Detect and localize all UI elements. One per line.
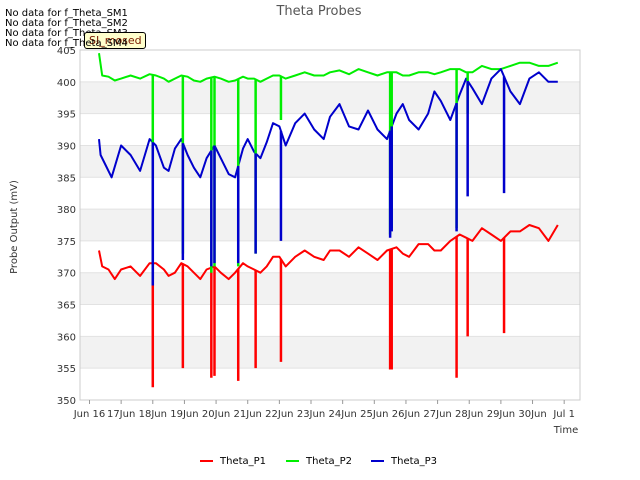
legend: Theta_P1 Theta_P2 Theta_P3 (200, 456, 437, 467)
x-tick-label: 20Jun (202, 409, 230, 420)
x-tick-label: 28Jun (455, 409, 483, 420)
plot-band (80, 145, 580, 178)
series-line-theta-p2 (98, 53, 559, 83)
legend-label: Theta_P1 (219, 456, 266, 467)
x-tick-label: 24Jun (328, 409, 356, 420)
x-tick-label: 17Jun (107, 409, 135, 420)
y-tick-label: 375 (57, 237, 76, 248)
x-tick-label: 22Jun (265, 409, 293, 420)
site-badge: SI_mosed (84, 32, 146, 49)
y-axis-label: Probe Output (mV) (9, 180, 20, 274)
x-tick-label: 27Jun (423, 409, 451, 420)
x-tick-label: 29Jun (487, 409, 515, 420)
y-tick-label: 405 (57, 46, 76, 57)
plot-band (80, 272, 580, 305)
plot-bands (80, 49, 580, 401)
x-tick-label: 30Jun (518, 409, 546, 420)
y-tick-label: 360 (57, 332, 76, 343)
x-tick-label: 25Jun (360, 409, 388, 420)
y-tick-label: 380 (57, 205, 76, 216)
y-axis-ticks: 350 355 360 365 370 375 380 385 390 395 400 405 (57, 46, 76, 407)
plot-band (80, 81, 580, 114)
x-tick-label: Jul 1 (552, 409, 575, 420)
no-data-message: No data for f_Theta_SM2 (5, 18, 128, 29)
y-tick-label: 355 (57, 364, 76, 375)
no-data-message: No data for f_Theta_SM4 (5, 38, 128, 49)
plot-frame (79, 49, 581, 401)
y-tick-label: 365 (57, 301, 76, 312)
x-tick-label: 18Jun (139, 409, 167, 420)
plot-band (80, 209, 580, 241)
x-tick-label: 23Jun (297, 409, 325, 420)
x-tick-label: Jun 16 (73, 409, 106, 420)
x-axis-ticks: Jun 16 17Jun 18Jun 19Jun 20Jun 21Jun 22Jun 23Ju… (73, 400, 575, 420)
y-tick-label: 400 (57, 78, 76, 89)
y-tick-label: 390 (57, 141, 76, 152)
legend-label: Theta_P2 (305, 456, 352, 467)
no-data-message: No data for f_Theta_SM3 (5, 28, 128, 39)
x-axis-label: Time (553, 425, 578, 436)
x-tick-label: 19Jun (170, 409, 198, 420)
y-tick-label: 350 (57, 396, 76, 407)
no-data-message: No data for f_Theta_SM1 (5, 8, 128, 19)
y-tick-label: 395 (57, 110, 76, 121)
plot-band (80, 336, 580, 369)
x-tick-label: 21Jun (234, 409, 262, 420)
legend-label: Theta_P3 (390, 456, 437, 467)
y-tick-label: 370 (57, 269, 76, 280)
x-tick-label: 26Jun (392, 409, 420, 420)
series-line-theta-p1 (98, 224, 559, 281)
chart-title: Theta Probes (275, 4, 361, 19)
y-tick-label: 385 (57, 173, 76, 184)
series-layer (98, 53, 559, 388)
